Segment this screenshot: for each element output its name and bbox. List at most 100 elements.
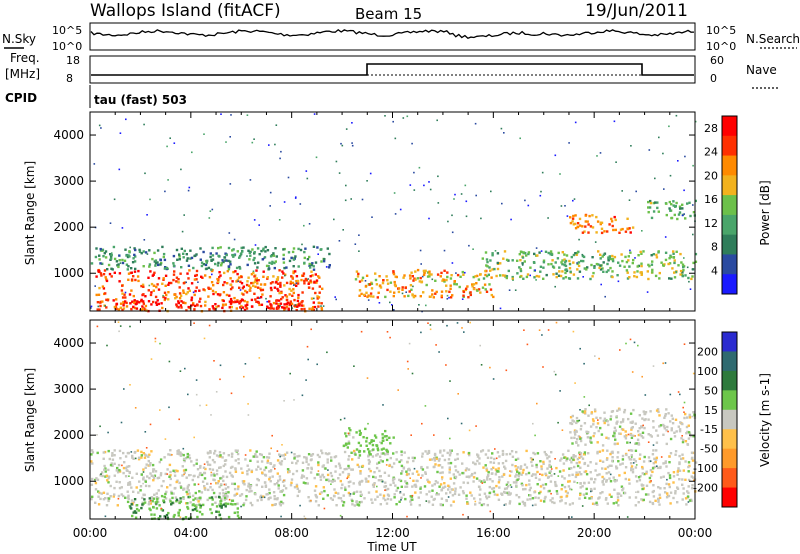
scatter-cell — [299, 504, 301, 507]
scatter-cell — [532, 422, 534, 425]
scatter-cell — [682, 406, 684, 409]
data-cell — [260, 249, 263, 253]
data-cell — [296, 459, 299, 463]
data-cell — [186, 507, 190, 510]
data-cell — [638, 414, 641, 417]
data-cell — [216, 293, 220, 296]
data-cell — [670, 203, 673, 206]
data-cell — [431, 289, 434, 292]
data-cell — [280, 454, 283, 457]
data-cell — [152, 284, 156, 287]
data-cell — [576, 277, 580, 280]
data-cell — [411, 294, 414, 297]
scatter-cell — [468, 429, 471, 432]
data-cell — [491, 452, 494, 455]
data-cell — [676, 501, 679, 504]
data-cell — [260, 453, 263, 457]
data-cell — [411, 485, 414, 488]
data-cell — [293, 486, 297, 489]
data-cell — [172, 492, 175, 495]
data-cell — [219, 454, 222, 457]
scatter-cell — [534, 434, 536, 437]
data-cell — [184, 468, 188, 472]
scatter-cell — [572, 330, 575, 333]
data-cell — [134, 267, 137, 271]
data-cell — [280, 291, 283, 294]
data-cell — [213, 474, 216, 477]
data-cell — [532, 451, 535, 455]
data-cell — [623, 491, 627, 495]
data-cell — [609, 415, 613, 418]
data-cell — [436, 273, 440, 276]
data-cell — [180, 247, 183, 250]
colorbar-segment — [722, 468, 737, 489]
data-cell — [378, 275, 381, 278]
data-cell — [633, 275, 636, 278]
data-cell — [266, 461, 269, 464]
data-cell — [224, 470, 227, 473]
data-cell — [214, 291, 217, 294]
data-cell — [483, 492, 487, 495]
data-cell — [350, 468, 353, 471]
data-cell — [239, 494, 242, 497]
data-cell — [227, 486, 230, 489]
data-cell — [213, 478, 216, 482]
data-cell — [631, 226, 635, 229]
data-cell — [303, 250, 306, 254]
data-cell — [277, 299, 281, 302]
scatter-cell — [631, 456, 633, 458]
data-cell — [476, 274, 479, 278]
data-cell — [167, 298, 170, 301]
data-cell — [556, 257, 560, 260]
scatter-cell — [553, 370, 556, 373]
data-cell — [411, 472, 414, 475]
data-cell — [121, 261, 125, 265]
data-cell — [357, 272, 360, 276]
data-cell — [686, 416, 689, 419]
data-cell — [472, 287, 476, 291]
data-cell — [635, 480, 639, 483]
data-cell — [615, 479, 618, 482]
data-cell — [611, 459, 614, 463]
data-cell — [640, 498, 643, 501]
data-cell — [170, 503, 173, 506]
data-cell — [272, 275, 275, 278]
data-cell — [576, 438, 579, 441]
data-cell — [237, 485, 240, 488]
data-cell — [305, 456, 308, 459]
data-cell — [569, 487, 572, 491]
data-cell — [613, 488, 616, 491]
data-cell — [492, 461, 496, 464]
data-cell — [572, 455, 575, 459]
data-cell — [683, 416, 686, 420]
data-cell — [612, 228, 615, 232]
data-cell — [281, 489, 285, 492]
scatter-cell — [420, 331, 422, 334]
data-cell — [202, 503, 205, 507]
data-cell — [375, 444, 379, 447]
scatter-cell — [166, 473, 169, 475]
data-cell — [394, 484, 397, 487]
data-cell — [401, 288, 404, 291]
data-cell — [547, 263, 550, 266]
scatter-cell — [144, 172, 146, 175]
data-cell — [118, 470, 122, 473]
data-cell — [426, 271, 430, 274]
data-cell — [205, 261, 208, 264]
data-cell — [623, 435, 626, 438]
data-cell — [281, 306, 284, 309]
data-cell — [288, 303, 291, 306]
data-cell — [148, 484, 151, 488]
data-cell — [152, 506, 155, 509]
data-cell — [182, 252, 185, 255]
data-cell — [193, 254, 196, 258]
data-cell — [544, 250, 548, 253]
data-cell — [476, 459, 479, 463]
data-cell — [628, 458, 632, 461]
data-cell — [175, 480, 178, 484]
data-cell — [377, 479, 381, 482]
data-cell — [230, 300, 233, 303]
data-cell — [629, 231, 632, 234]
data-cell — [393, 477, 396, 481]
data-cell — [568, 262, 572, 266]
